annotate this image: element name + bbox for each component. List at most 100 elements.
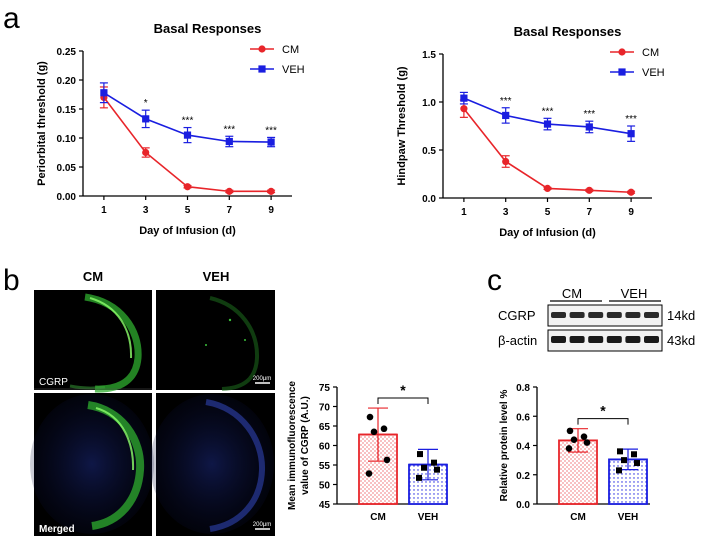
x-tick-label: 9 bbox=[268, 205, 274, 216]
y-axis-label: Mean immunofluorescence bbox=[287, 381, 298, 510]
blot-band-cgrp bbox=[625, 312, 641, 318]
blot-group-veh: VEH bbox=[621, 286, 648, 301]
data-point-cm bbox=[183, 183, 192, 191]
data-point-veh bbox=[267, 138, 275, 146]
individual-point bbox=[616, 467, 622, 474]
significance-marker: * bbox=[144, 98, 148, 109]
chart-title: Basal Responses bbox=[154, 21, 262, 36]
hindpaw-line-chart: Basal Responses 0.0 0.5 1.0 1.5 1 3 5 7 9 Day of I… bbox=[396, 24, 665, 239]
significance-marker: *** bbox=[265, 125, 277, 136]
data-point-cm bbox=[225, 187, 233, 195]
data-point-cm bbox=[142, 148, 150, 157]
blot-row-actin: β-actin bbox=[498, 333, 537, 348]
individual-point bbox=[366, 413, 374, 421]
legend-marker bbox=[618, 68, 626, 76]
blot-band-actin bbox=[551, 336, 566, 343]
micrograph-label-merged: Merged bbox=[39, 524, 75, 535]
individual-point bbox=[365, 470, 373, 477]
y-tick-label: 0.15 bbox=[57, 105, 77, 116]
individual-point bbox=[617, 448, 623, 455]
significance-marker: *** bbox=[500, 96, 512, 107]
data-point-veh bbox=[100, 89, 108, 97]
blot-band-cgrp bbox=[569, 312, 585, 318]
data-point-veh bbox=[502, 111, 510, 120]
individual-point bbox=[380, 425, 388, 433]
y-tick-label: 1.0 bbox=[422, 98, 436, 109]
significance-marker: *** bbox=[583, 109, 595, 120]
blot-band-actin bbox=[569, 336, 585, 343]
data-point-veh bbox=[460, 94, 468, 102]
y-tick-label: 0.5 bbox=[422, 146, 436, 157]
x-tick-label: 9 bbox=[628, 207, 634, 218]
series-veh bbox=[459, 91, 636, 142]
individual-point bbox=[417, 451, 423, 458]
y-tick-label: 0.6 bbox=[516, 412, 530, 423]
y-tick-label: 0.2 bbox=[516, 471, 530, 482]
x-tick-label: 1 bbox=[461, 207, 467, 218]
data-point-cm bbox=[627, 188, 635, 196]
individual-point bbox=[570, 436, 578, 443]
y-tick-label: 0.0 bbox=[516, 500, 530, 511]
legend-marker bbox=[258, 45, 266, 53]
x-category-label: CM bbox=[370, 512, 386, 523]
y-tick-label: 0.8 bbox=[516, 383, 530, 394]
legend-label: VEH bbox=[642, 67, 665, 79]
y-tick-label: 60 bbox=[319, 442, 331, 453]
blot-band-cgrp bbox=[644, 312, 659, 318]
individual-point bbox=[383, 456, 391, 464]
y-axis-label: Relative protein level % bbox=[499, 390, 510, 502]
cgrp-immunofluorescence-bar-chart: 45 50 55 60 65 70 75 Mean immunofluorescence val… bbox=[287, 381, 448, 523]
scale-bar-label: 200μm bbox=[253, 522, 271, 528]
y-tick-label: 0.20 bbox=[57, 76, 77, 87]
data-point-veh bbox=[142, 115, 150, 123]
y-tick-label: 0.05 bbox=[57, 163, 77, 174]
significance-marker: *** bbox=[223, 124, 235, 135]
x-category-label: VEH bbox=[618, 512, 639, 523]
western-blot: CM VEH CGRP β-actin 14kd 43kd bbox=[498, 286, 695, 352]
blot-group-cm: CM bbox=[562, 286, 582, 301]
individual-point bbox=[631, 451, 637, 458]
y-tick-label: 45 bbox=[319, 500, 331, 511]
individual-point bbox=[583, 439, 591, 446]
panel-label-a: a bbox=[3, 2, 20, 35]
blot-band-actin bbox=[644, 336, 659, 343]
legend-label: CM bbox=[642, 47, 659, 59]
data-point-veh bbox=[225, 137, 233, 146]
data-point-cm bbox=[502, 157, 510, 166]
individual-point bbox=[421, 464, 427, 471]
series-line-cm bbox=[103, 96, 272, 193]
y-tick-label: 1.5 bbox=[422, 50, 436, 61]
x-tick-label: 7 bbox=[587, 207, 593, 218]
significance-bracket bbox=[377, 397, 429, 405]
blot-band-cgrp bbox=[588, 312, 604, 318]
periorbital-line-chart: Basal Responses 0.00 0.05 0.10 0.15 0.20 0.25 1… bbox=[36, 21, 305, 237]
micrograph-cm-merged: Merged bbox=[30, 393, 154, 536]
y-tick-label: 0.0 bbox=[422, 194, 436, 205]
blot-row-cgrp: CGRP bbox=[498, 308, 536, 323]
significance-marker: *** bbox=[542, 106, 554, 117]
blot-band-actin bbox=[606, 336, 622, 343]
blot-band-actin bbox=[588, 336, 604, 343]
y-tick-label: 0.25 bbox=[57, 47, 77, 58]
x-tick-label: 5 bbox=[185, 205, 191, 216]
significance-marker: *** bbox=[182, 116, 194, 127]
x-category-label: VEH bbox=[418, 512, 439, 523]
chart-title: Basal Responses bbox=[514, 24, 622, 39]
data-point-veh bbox=[627, 130, 635, 138]
x-category-label: CM bbox=[570, 512, 586, 523]
individual-point bbox=[434, 466, 440, 473]
cgrp-protein-bar-chart: 0.0 0.2 0.4 0.6 0.8 Relative protein level % C… bbox=[499, 383, 650, 523]
legend-marker bbox=[618, 48, 626, 56]
y-tick-label: 55 bbox=[319, 461, 331, 472]
x-tick-label: 5 bbox=[545, 207, 551, 218]
data-point-cm bbox=[585, 186, 593, 194]
panel-label-c: c bbox=[487, 264, 502, 297]
micrograph-label-cgrp: CGRP bbox=[39, 377, 68, 388]
blot-band-actin bbox=[625, 336, 641, 343]
data-point-veh bbox=[543, 120, 552, 128]
panel-label-b: b bbox=[3, 264, 20, 297]
significance-marker: *** bbox=[625, 114, 637, 125]
y-tick-label: 0.00 bbox=[57, 192, 77, 203]
individual-point bbox=[566, 427, 574, 435]
micrograph-cm-cgrp: CGRP bbox=[34, 290, 152, 393]
